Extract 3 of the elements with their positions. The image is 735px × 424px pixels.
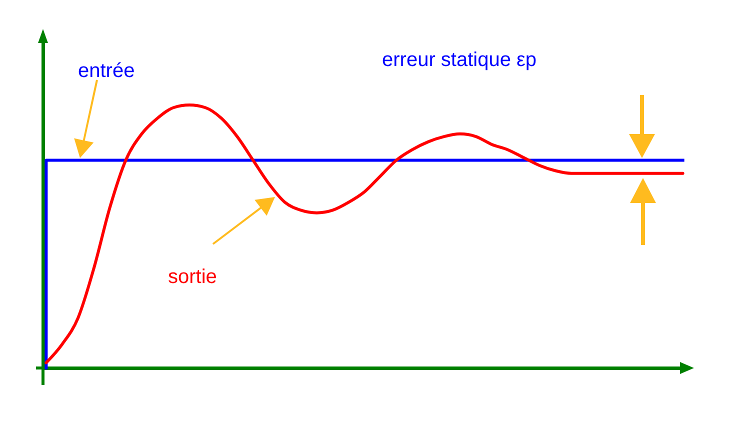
text: erreur statique εp	[382, 49, 537, 71]
text: entrée	[78, 60, 135, 82]
text: sortie	[168, 266, 217, 288]
